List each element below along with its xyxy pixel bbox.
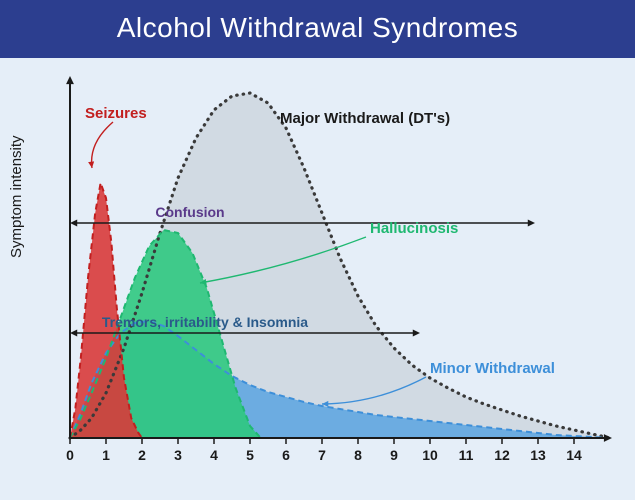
xtick-0: 0 — [66, 447, 74, 463]
xtick-12: 12 — [494, 447, 510, 463]
page-title: Alcohol Withdrawal Syndromes — [0, 0, 635, 58]
chart-svg: 01234567891011121314ConfusionTremors, ir… — [0, 58, 635, 498]
y-axis-label: Symptom intensity — [8, 135, 25, 258]
xtick-1: 1 — [102, 447, 110, 463]
xtick-2: 2 — [138, 447, 146, 463]
xtick-14: 14 — [566, 447, 582, 463]
leader-seizures — [92, 122, 113, 168]
xtick-13: 13 — [530, 447, 546, 463]
xtick-9: 9 — [390, 447, 398, 463]
xtick-10: 10 — [422, 447, 438, 463]
label-seizures: Seizures — [85, 105, 147, 122]
xtick-3: 3 — [174, 447, 182, 463]
label-minor: Minor Withdrawal — [430, 360, 555, 377]
chart-area: Symptom intensity 01234567891011121314Co… — [0, 58, 635, 498]
label-major: Major Withdrawal (DT's) — [280, 110, 450, 127]
band-label-tremors: Tremors, irritability & Insomnia — [102, 314, 308, 330]
xtick-6: 6 — [282, 447, 290, 463]
label-hallucinosis: Hallucinosis — [370, 220, 458, 237]
xtick-7: 7 — [318, 447, 326, 463]
xtick-5: 5 — [246, 447, 254, 463]
xtick-11: 11 — [459, 447, 474, 463]
xtick-4: 4 — [210, 447, 218, 463]
xtick-8: 8 — [354, 447, 362, 463]
band-label-confusion: Confusion — [155, 204, 224, 220]
